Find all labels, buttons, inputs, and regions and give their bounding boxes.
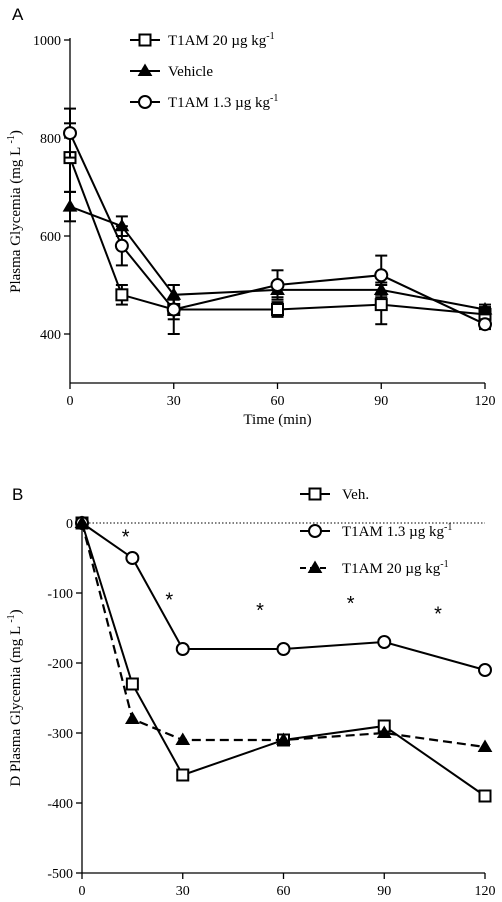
series-circle	[75, 516, 492, 677]
legend-entry: T1AM 1.3 µg kg-1	[300, 522, 452, 540]
legend-label: T1AM 1.3 µg kg-1	[168, 93, 278, 111]
legend-entry: T1AM 20 µg kg-1	[130, 31, 275, 49]
data-point	[477, 302, 493, 315]
x-tick-label: 120	[475, 884, 496, 899]
significance-star: *	[122, 527, 130, 549]
data-point	[270, 278, 285, 292]
legend-entry: T1AM 20 µg kg-1	[300, 559, 449, 577]
data-point	[478, 663, 492, 677]
data-point	[125, 711, 140, 725]
legend-marker	[137, 63, 153, 77]
legend-marker	[308, 487, 322, 501]
series-line	[69, 157, 486, 316]
series-line	[81, 522, 486, 671]
legend-label: Veh.	[342, 487, 369, 503]
data-point	[175, 642, 190, 656]
data-point	[477, 739, 493, 753]
y-tick-label: -400	[47, 797, 73, 812]
y-tick-label: 600	[40, 230, 61, 245]
data-point	[115, 288, 129, 302]
panel-label: B	[12, 485, 23, 504]
x-tick-label: 60	[277, 884, 291, 899]
y-axis-title: Plasma Glycemia (mg L -1)	[6, 130, 24, 293]
significance-star: *	[434, 604, 442, 626]
x-tick-label: 120	[475, 394, 496, 409]
data-point	[63, 126, 77, 141]
data-point	[176, 768, 190, 782]
data-point	[175, 732, 191, 746]
legend-marker	[307, 560, 323, 574]
chart-panel-A: A 400 600 800 1000 0 30 60 90 120 Time (min) Plasma…	[6, 5, 496, 428]
y-tick-label: -300	[47, 727, 73, 742]
data-point	[377, 635, 392, 649]
legend-label: T1AM 20 µg kg-1	[342, 559, 449, 577]
x-tick-label: 90	[377, 884, 391, 899]
legend-marker	[308, 524, 322, 538]
data-point	[166, 302, 181, 317]
series-line	[81, 522, 486, 797]
data-point	[374, 298, 388, 312]
panel-label: A	[12, 5, 24, 24]
significance-star: *	[165, 590, 173, 612]
data-point	[276, 732, 291, 746]
series-circle	[63, 107, 492, 335]
significance-star: *	[347, 593, 355, 615]
series-line	[69, 132, 486, 326]
y-tick-label: -200	[47, 657, 73, 672]
data-point	[125, 551, 140, 565]
y-tick-label: 0	[66, 517, 73, 532]
legend-entry: Vehicle	[130, 63, 213, 80]
series-line	[80, 522, 486, 749]
y-tick-label: -500	[47, 867, 73, 882]
data-point	[276, 642, 291, 656]
data-point	[374, 268, 389, 283]
y-tick-label: 400	[40, 328, 61, 343]
legend-label: T1AM 20 µg kg-1	[168, 31, 275, 49]
legend-entry: Veh.	[300, 487, 369, 503]
data-point	[62, 199, 78, 212]
data-point	[125, 677, 139, 691]
data-point	[114, 238, 129, 253]
y-tick-label: 1000	[33, 34, 61, 49]
x-tick-label: 90	[374, 394, 388, 409]
y-axis-title: D Plasma Glycemia (mg L -1)	[6, 609, 24, 786]
data-point	[271, 303, 284, 316]
legend-marker	[138, 33, 152, 47]
data-point	[74, 515, 90, 529]
data-point	[376, 725, 392, 739]
legend-entry: T1AM 1.3 µg kg-1	[130, 93, 278, 111]
x-axis-title: Time (min)	[243, 412, 311, 428]
legend-marker	[138, 95, 152, 109]
x-tick-label: 0	[79, 884, 86, 899]
chart-panel-B: B0-100-200-300-400-5000306090120Time (mi…	[6, 485, 496, 899]
x-tick-label: 0	[67, 394, 74, 409]
y-tick-label: 800	[40, 132, 61, 147]
series-line	[69, 205, 486, 311]
x-tick-label: 30	[167, 394, 181, 409]
series-triangle	[74, 515, 493, 753]
legend-label: T1AM 1.3 µg kg-1	[342, 522, 452, 540]
legend-label: Vehicle	[168, 64, 213, 80]
significance-star: *	[256, 600, 264, 622]
x-tick-label: 30	[176, 884, 190, 899]
data-point	[478, 789, 492, 803]
x-tick-label: 60	[271, 394, 285, 409]
y-tick-label: -100	[47, 587, 73, 602]
data-point	[478, 317, 492, 332]
